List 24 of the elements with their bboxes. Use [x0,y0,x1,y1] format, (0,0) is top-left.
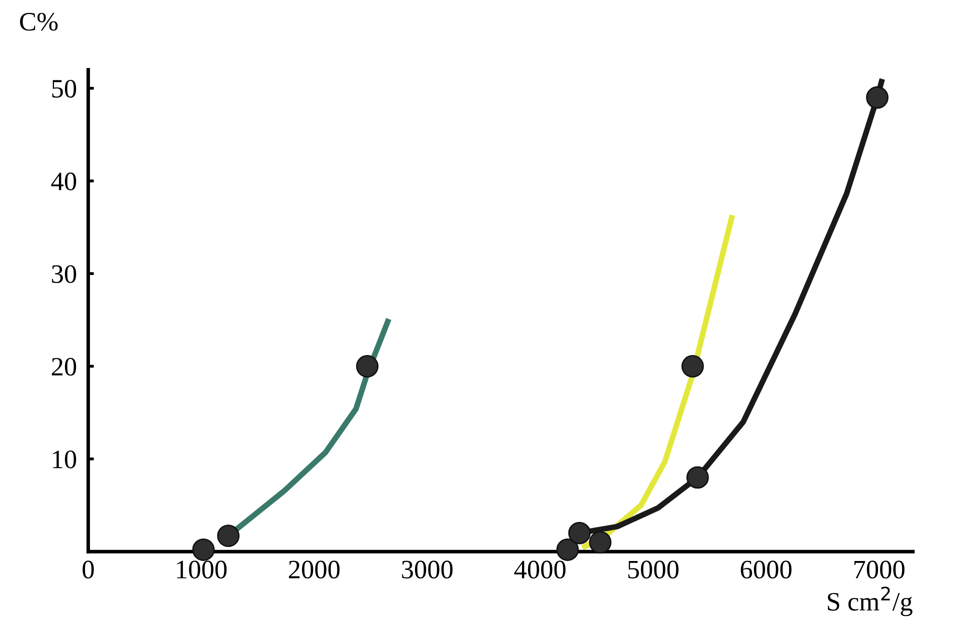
y-tick-label: 30 [52,265,76,284]
x-tick-label: 7000 [854,560,904,578]
x-tick-label: 0 [82,560,94,578]
y-tick-label: 10 [53,450,76,468]
x-tick-label: 5000 [628,560,678,578]
point [568,522,591,544]
point [356,355,379,378]
point [589,531,612,554]
point [192,538,215,561]
y-tick-label: 20 [52,358,76,376]
point [556,538,579,561]
x-tick-label: 4000 [514,560,566,578]
y-axis-title: C% [20,12,58,31]
x-tick-label: 1000 [177,560,227,578]
x-tick-label: 3000 [402,560,453,578]
x-tick-label: 6000 [740,560,792,578]
point [866,86,888,109]
point [681,355,704,378]
x-tick-label: 2000 [288,560,340,578]
y-tick-label: 50 [52,80,76,98]
x-axis-title: S cm$^{2}$/g [828,586,912,616]
point [686,466,709,489]
point [217,524,240,548]
y-tick-label: 40 [51,172,76,190]
